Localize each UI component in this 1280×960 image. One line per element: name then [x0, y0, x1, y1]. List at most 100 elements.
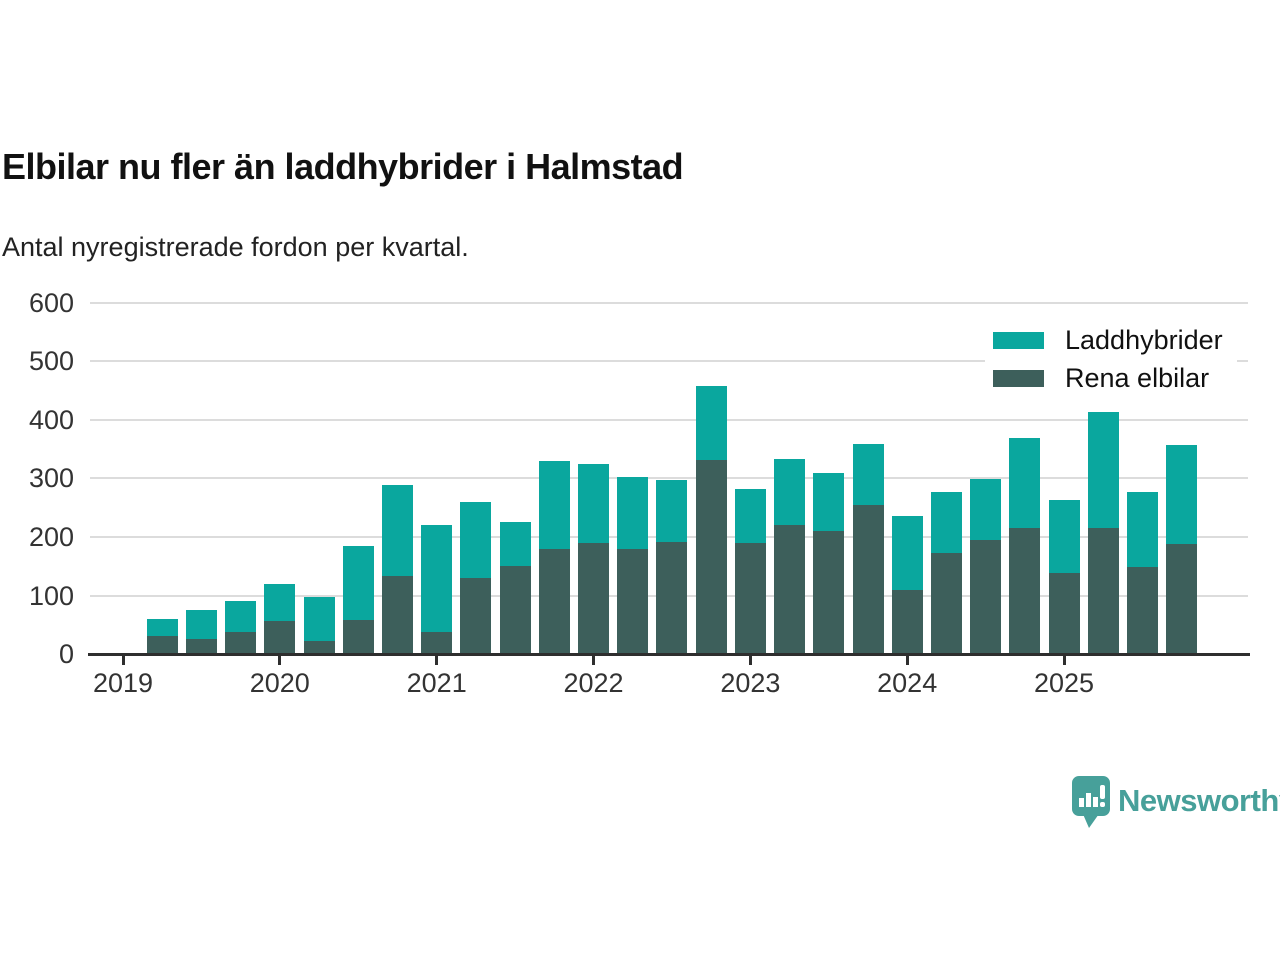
- segment-laddhybrider: [382, 484, 413, 577]
- segment-rena-elbilar: [1166, 543, 1198, 654]
- newsworthy-logo[interactable]: Newsworthy: [1072, 776, 1280, 829]
- x-axis-label-2023: 2023: [720, 668, 781, 698]
- y-axis-label: 300: [28, 463, 74, 494]
- x-axis-tick-2025: [1062, 656, 1066, 665]
- legend-swatch-laddhybrider: [993, 332, 1044, 349]
- segment-laddhybrider: [225, 600, 257, 632]
- segment-laddhybrider: [421, 525, 453, 632]
- segment-laddhybrider: [264, 583, 296, 622]
- y-axis-label: 0: [58, 639, 74, 669]
- segment-laddhybrider: [617, 477, 649, 549]
- segment-rena-elbilar: [970, 540, 1002, 654]
- x-axis-tick-2019: [121, 656, 125, 665]
- segment-rena-elbilar: [225, 631, 257, 654]
- bar-2024-q4: [1009, 438, 1041, 654]
- segment-laddhybrider: [1166, 445, 1198, 544]
- segment-rena-elbilar: [734, 543, 766, 654]
- gridline-y-500: [90, 360, 1248, 363]
- segment-laddhybrider: [578, 463, 609, 543]
- segment-rena-elbilar: [930, 553, 962, 654]
- segment-rena-elbilar: [342, 620, 374, 654]
- segment-rena-elbilar: [421, 631, 453, 654]
- legend-swatch-rena-elbilar: [993, 370, 1044, 387]
- bar-2021-q2: [460, 501, 492, 654]
- segment-rena-elbilar: [1127, 566, 1158, 654]
- bar-2022-q4: [695, 385, 727, 654]
- y-axis-label: 600: [28, 287, 74, 318]
- bar-2021-q4: [538, 460, 570, 654]
- x-axis-label-2024: 2024: [877, 668, 938, 698]
- segment-laddhybrider: [1009, 438, 1041, 528]
- gridline-y-300: [90, 477, 1248, 480]
- segment-rena-elbilar: [382, 576, 413, 654]
- newsworthy-logo-text: Newsworthy: [1118, 783, 1280, 818]
- segment-rena-elbilar: [1009, 527, 1041, 654]
- segment-rena-elbilar: [146, 636, 178, 654]
- x-axis-line: [88, 653, 1250, 656]
- chart-title: Elbilar nu fler än laddhybrider i Halmst…: [2, 146, 684, 187]
- segment-laddhybrider: [460, 501, 492, 578]
- bar-2019-q2: [146, 618, 178, 654]
- segment-laddhybrider: [891, 515, 923, 590]
- bar-2022-q3: [656, 479, 688, 654]
- segment-laddhybrider: [185, 609, 217, 639]
- segment-rena-elbilar: [813, 531, 845, 654]
- segment-laddhybrider: [1127, 491, 1158, 567]
- segment-laddhybrider: [538, 460, 570, 549]
- x-axis-label-2019: 2019: [92, 668, 154, 698]
- bar-2025-q4: [1166, 445, 1198, 654]
- segment-rena-elbilar: [303, 641, 335, 654]
- newsworthy-speech-bubble-chart-icon: [1072, 776, 1110, 828]
- bar-2025-q2: [1087, 412, 1119, 654]
- chart-subtitle: Antal nyregistrerade fordon per kvartal.: [2, 232, 469, 262]
- segment-rena-elbilar: [460, 577, 492, 654]
- gridline-y-400: [90, 418, 1248, 421]
- segment-rena-elbilar: [695, 460, 727, 654]
- segment-laddhybrider: [813, 473, 845, 532]
- segment-rena-elbilar: [1048, 573, 1080, 654]
- y-axis-label: 500: [28, 346, 74, 377]
- x-axis-tick-2023: [748, 656, 752, 665]
- segment-rena-elbilar: [774, 524, 806, 654]
- bar-2022-q2: [617, 477, 649, 654]
- segment-laddhybrider: [930, 492, 962, 554]
- legend-label-rena-elbilar: Rena elbilar: [1065, 363, 1210, 393]
- bar-2020-q3: [342, 546, 374, 654]
- chart-legend: Laddhybrider Rena elbilar: [985, 320, 1237, 401]
- bar-2020-q1: [264, 583, 296, 654]
- bar-2021-q3: [499, 521, 531, 654]
- segment-laddhybrider: [852, 444, 884, 505]
- bar-2019-q4: [225, 600, 257, 654]
- bar-2024-q3: [970, 478, 1002, 654]
- segment-rena-elbilar: [264, 621, 296, 654]
- segment-rena-elbilar: [617, 548, 649, 654]
- segment-laddhybrider: [1087, 412, 1119, 529]
- bar-2025-q1: [1048, 500, 1080, 654]
- y-axis-label: 100: [28, 580, 74, 611]
- bar-2023-q3: [813, 473, 845, 654]
- bar-2023-q4: [852, 444, 884, 654]
- bar-2025-q3: [1127, 491, 1158, 654]
- gridline-y-600: [90, 301, 1248, 304]
- bar-2019-q3: [185, 609, 217, 654]
- legend-item-laddhybrider: Laddhybrider: [993, 324, 1223, 357]
- segment-rena-elbilar: [1087, 528, 1119, 654]
- x-axis-tick-2022: [592, 656, 595, 665]
- segment-laddhybrider: [146, 618, 178, 637]
- segment-laddhybrider: [774, 459, 806, 525]
- bar-2024-q2: [930, 492, 962, 654]
- x-axis-tick-2021: [435, 656, 439, 665]
- segment-rena-elbilar: [578, 542, 609, 654]
- segment-rena-elbilar: [499, 566, 531, 654]
- segment-rena-elbilar: [185, 638, 217, 654]
- x-axis-label-2025: 2025: [1033, 668, 1095, 698]
- x-axis-tick-2024: [905, 656, 909, 665]
- bar-2020-q2: [303, 597, 335, 654]
- segment-laddhybrider: [1048, 500, 1080, 574]
- bar-2021-q1: [421, 525, 453, 654]
- segment-rena-elbilar: [852, 504, 884, 654]
- segment-laddhybrider: [303, 597, 335, 642]
- segment-laddhybrider: [499, 521, 531, 567]
